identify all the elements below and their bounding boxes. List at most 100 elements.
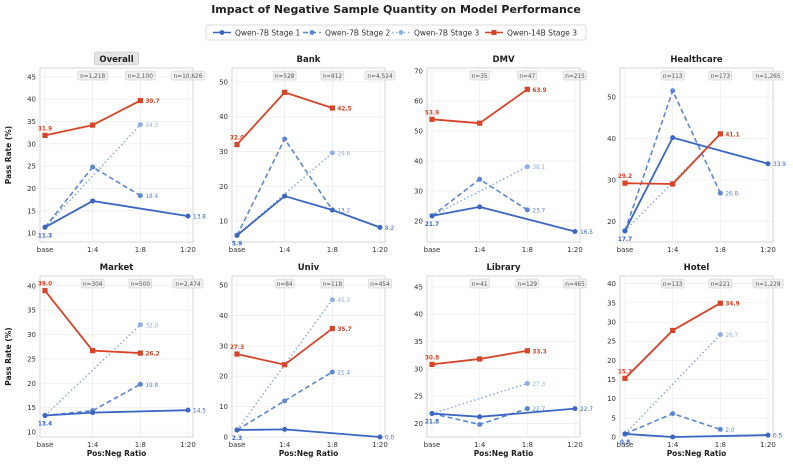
data-label: 2.3 (232, 436, 242, 442)
x-tick-label: 1:20 (180, 246, 196, 254)
sample-count-label: n=465 (565, 282, 585, 288)
panel-title: DMV (492, 55, 515, 65)
y-tick-label: 40 (607, 135, 616, 143)
x-tick-label: 1:20 (180, 441, 196, 449)
sample-count-label: n=500 (131, 282, 151, 288)
x-tick-label: 1:4 (87, 246, 99, 254)
y-tick-label: 30 (414, 188, 423, 196)
data-point (329, 369, 335, 375)
data-point (90, 410, 96, 416)
sample-count-badge (752, 278, 784, 289)
x-tick-label: base (617, 441, 634, 449)
x-tick-label: 1:20 (760, 246, 776, 254)
sample-count-badge (274, 278, 295, 289)
plot-area (231, 67, 386, 243)
series-qwen-7b-stage-1 (622, 431, 771, 440)
y-tick-label: 10 (219, 403, 228, 411)
data-point (429, 213, 435, 219)
data-label: 33.9 (773, 162, 786, 168)
y-tick-label: 30 (607, 176, 616, 184)
sample-count-badge (170, 70, 206, 81)
data-point (329, 207, 335, 213)
y-tick-label: 10 (27, 429, 36, 437)
series-qwen-7b-stage-1 (42, 407, 191, 419)
panel-title: Univ (298, 263, 320, 273)
series-line (431, 382, 528, 415)
data-label: 41.1 (725, 132, 739, 138)
data-label: 8.2 (385, 226, 395, 232)
data-label: 39.0 (38, 282, 52, 288)
data-point (477, 414, 483, 420)
x-tick-label: 1:4 (474, 441, 486, 449)
data-label: 39.7 (145, 99, 159, 105)
y-tick-label: 10 (27, 230, 36, 238)
series-line (431, 165, 528, 217)
y-tick-label: 40 (219, 312, 228, 320)
x-tick-label: 1:20 (372, 246, 388, 254)
sample-count-label: n=454 (370, 282, 390, 288)
data-point (90, 164, 96, 170)
legend-item-qwen-7b-stage-3: Qwen-7B Stage 3 (392, 29, 479, 38)
data-point (622, 375, 628, 381)
sample-count-label: n=304 (83, 282, 103, 288)
data-point (477, 204, 483, 210)
y-tick-label: 15 (27, 404, 36, 412)
y-tick-label: 0 (224, 434, 228, 442)
sample-count-badge (660, 70, 685, 81)
sample-count-badge (708, 70, 733, 81)
panel-title: Overall (99, 55, 133, 65)
data-label: 53.9 (425, 110, 439, 116)
data-label: 22.7 (580, 407, 593, 413)
data-point (137, 322, 143, 328)
figure-title: Impact of Negative Sample Quantity on Mo… (211, 3, 581, 16)
y-tick-label: 20 (27, 380, 36, 388)
data-label: 2.0 (725, 428, 735, 434)
x-tick-label: 1:20 (372, 441, 388, 449)
x-tick-label: 1:8 (715, 246, 726, 254)
x-tick-label: base (424, 246, 441, 254)
data-point (477, 176, 483, 182)
x-tick-label: 1:4 (279, 441, 291, 449)
legend-marker (398, 30, 404, 35)
x-tick-label: 1:20 (567, 246, 583, 254)
data-label: 26.7 (725, 333, 738, 339)
panel-title: Hotel (684, 263, 710, 273)
sample-count-badge (368, 278, 392, 289)
data-label: 30.8 (425, 355, 439, 361)
y-tick-label: 70 (414, 68, 423, 76)
data-point (670, 181, 676, 187)
panel-healthcare: 20 30 40 50 base 1:4 1:8 1:20 Healthcare n=113 n=1… (607, 55, 786, 254)
sample-count-label: n=528 (275, 74, 295, 80)
data-label: 19.8 (145, 383, 158, 389)
series-qwen-7b-stage-1 (429, 204, 578, 234)
data-label: 5.9 (232, 241, 242, 247)
data-label: 22.7 (532, 407, 545, 413)
sample-count-badge (364, 70, 396, 81)
data-point (524, 381, 530, 387)
data-label: 21.8 (425, 420, 439, 426)
data-point (524, 348, 530, 354)
data-point (42, 224, 48, 230)
data-label: 21.7 (425, 222, 439, 228)
sample-count-label: n=35 (472, 74, 488, 80)
panel-title: Library (486, 263, 521, 273)
data-point (670, 135, 676, 141)
data-point (234, 427, 240, 433)
x-tick-label: 1:4 (279, 246, 291, 254)
x-tick-label: 1:4 (667, 246, 679, 254)
series-qwen-7b-stage-1 (234, 426, 383, 440)
x-axis-label: Pos:Neg Ratio (87, 449, 147, 458)
sample-count-label: n=173 (711, 74, 731, 80)
data-label: 31.9 (38, 126, 52, 132)
y-tick-label: 30 (607, 319, 616, 327)
data-point (282, 426, 288, 432)
data-point (717, 131, 723, 137)
data-label: 27.3 (532, 382, 545, 388)
sample-count-label: n=47 (519, 74, 535, 80)
sample-count-badge (563, 70, 587, 81)
series-qwen-14b-stage-3 (234, 89, 335, 148)
data-point (765, 432, 771, 438)
y-tick-label: 20 (414, 420, 423, 428)
data-label: 38.1 (532, 165, 545, 171)
